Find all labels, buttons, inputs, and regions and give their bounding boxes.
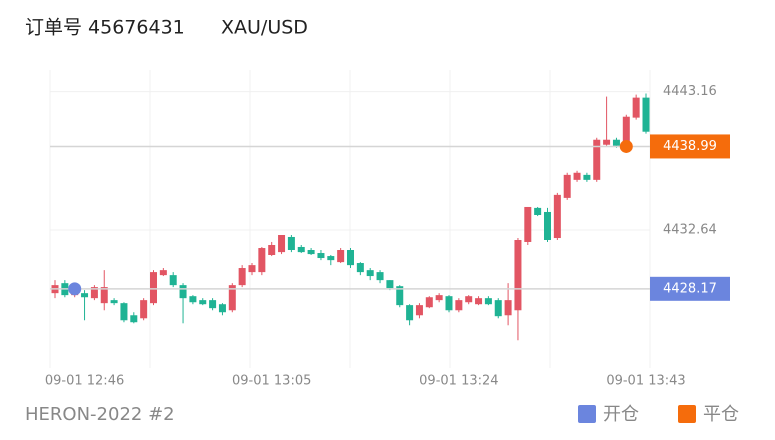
candle-body [514,240,522,311]
candle-body [524,206,532,242]
candle-body [268,245,276,255]
y-tick-label: 4432.64 [663,223,717,238]
candle-body [130,315,138,323]
order-title: 订单号 45676431 [25,17,185,39]
legend-label: 开仓 [603,404,639,425]
price-tag [650,276,730,301]
candle-body [573,172,581,180]
candle-body [553,194,561,239]
y-tick-label: 4443.16 [663,84,717,99]
candle-body [150,272,157,304]
candle-body [258,248,266,273]
candle-body [317,253,325,259]
price-tag-label: 4438.99 [663,139,717,154]
x-tick-label: 09-01 13:24 [419,374,498,389]
candle-body [484,298,492,305]
x-tick-label: 09-01 13:05 [232,374,311,389]
candle-body [583,174,591,180]
candle-body [337,250,345,263]
legend-swatch [578,405,596,423]
candle-body [159,270,167,276]
candle-body [396,286,404,306]
candle-body [435,295,443,301]
candle-body [81,293,89,298]
trade-marker [68,282,82,296]
candle-body [632,97,640,118]
candle-body [386,280,394,289]
candle-body [238,268,246,286]
candle-body [612,139,620,146]
candle-body [425,297,433,308]
candle-body [603,139,611,145]
candle-body [465,296,473,303]
x-tick-label: 09-01 12:46 [45,374,124,389]
candle-body [307,250,315,255]
candle-body [376,272,384,281]
candle-body [169,275,177,286]
candle-body [475,298,483,305]
candle-body [622,116,630,145]
candle-body [504,300,512,316]
candle-body [100,287,108,304]
candle-body [189,296,197,303]
candle-body [563,174,571,198]
candle-body [228,285,236,311]
x-tick-label: 09-01 13:43 [606,374,685,389]
candle-body [140,300,148,319]
candle-body [209,300,217,309]
price-tag [650,134,730,159]
candle-body [347,250,354,266]
candle-body [544,211,551,240]
price-tag-label: 4428.17 [663,281,717,296]
legend-label: 平仓 [703,404,739,425]
candle-body [415,305,423,316]
candle-body [534,207,542,215]
candle-body [593,139,601,180]
candle-body [199,300,207,305]
candle-body [218,304,226,313]
candle-body [278,235,286,253]
candle-body [366,270,374,277]
candle-body [297,246,305,253]
candle-body [642,97,650,132]
candle-body [356,263,364,273]
candle-body [110,300,118,304]
candle-body [287,236,295,250]
candle-body [445,296,453,311]
trade-marker [619,139,633,153]
symbol: XAU/USD [221,17,308,39]
candle-body [494,300,502,317]
candle-body [327,256,335,261]
candle-body [406,305,414,321]
candle-body [120,303,128,321]
candle-body [248,265,256,273]
candle-body [455,300,463,311]
legend-swatch [678,405,696,423]
footer: HERON-2022 #2 [25,404,175,425]
candle-body [179,285,187,299]
candle-body [90,287,98,299]
